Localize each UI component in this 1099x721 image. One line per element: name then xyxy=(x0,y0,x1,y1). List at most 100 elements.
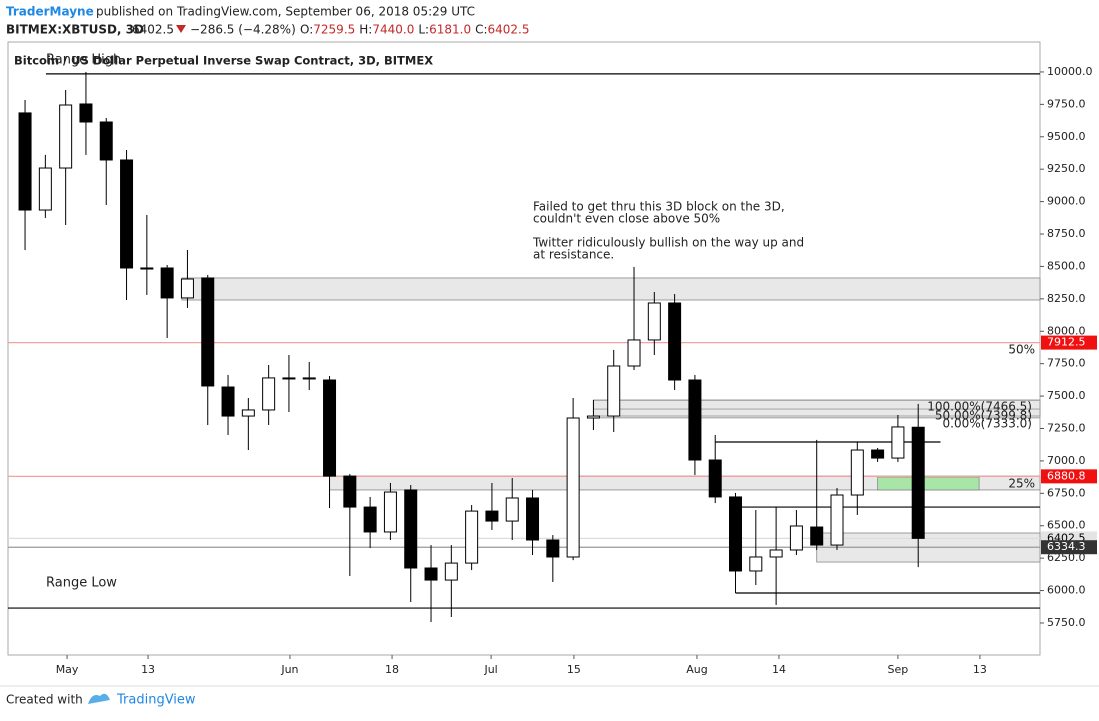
zone xyxy=(877,476,980,491)
fib-label: 100.00%(7466.5) xyxy=(927,400,1032,414)
candle-body xyxy=(343,475,357,508)
candle-body xyxy=(404,489,418,569)
price-tag-label: 7912.5 xyxy=(1047,336,1086,349)
price-tag-label: 6880.8 xyxy=(1047,469,1086,482)
candle-body xyxy=(566,417,580,558)
candle-body xyxy=(18,112,32,211)
y-tick-label: 7000.0 xyxy=(1047,454,1086,467)
range-low: Range Low xyxy=(46,576,117,591)
candle-body xyxy=(789,525,803,551)
published: published on TradingView.com, September … xyxy=(96,5,475,19)
candle-body xyxy=(160,267,174,299)
author[interactable]: TraderMayne xyxy=(6,5,94,19)
ohlc-label: H: xyxy=(359,23,372,37)
x-tick-label: May xyxy=(56,663,79,676)
candle-body xyxy=(688,379,702,461)
candle-body xyxy=(810,526,824,546)
candle-body xyxy=(526,497,540,541)
chart-title: Bitcoin / US Dollar Perpetual Inverse Sw… xyxy=(14,54,433,68)
candle-body xyxy=(729,496,743,572)
y-tick-label: 9500.0 xyxy=(1047,130,1086,143)
y-tick-label: 6000.0 xyxy=(1047,584,1086,597)
range-high: Range High xyxy=(46,53,121,68)
y-tick-label: 9750.0 xyxy=(1047,97,1086,110)
ohlc-value: 7259.5 xyxy=(313,23,355,37)
price-tag xyxy=(1041,469,1097,484)
candle-body xyxy=(59,104,73,169)
x-tick-label: 15 xyxy=(567,663,581,676)
candle-body xyxy=(586,415,600,419)
x-tick-label: 14 xyxy=(772,663,786,676)
candle-body xyxy=(465,510,479,564)
last-price: 6402.5 xyxy=(132,23,174,37)
candle-body xyxy=(607,365,621,417)
note-line: at resistance. xyxy=(533,248,614,262)
plot xyxy=(8,71,1041,623)
candle-body xyxy=(850,449,864,496)
candle-body xyxy=(180,278,194,299)
note: Failed to get thru this 3D block on the … xyxy=(532,200,804,262)
y-tick-label: 7250.0 xyxy=(1047,421,1086,434)
x-tick-label: Aug xyxy=(686,663,707,676)
y-tick-label: 8500.0 xyxy=(1047,259,1086,272)
fib-label: 50.00%(7399.8) xyxy=(935,409,1032,423)
plot-frame xyxy=(7,41,1041,656)
x-tick-label: Jun xyxy=(280,663,298,676)
price-tag-label: 6334.3 xyxy=(1047,540,1086,553)
ohlc-label: O: xyxy=(300,23,313,37)
candle-body xyxy=(79,103,93,123)
symbol: BITMEX:XBTUSD, 3D xyxy=(6,23,144,37)
change: −286.5 (−4.28%) xyxy=(190,23,296,37)
y-tick-label: 7750.0 xyxy=(1047,357,1086,370)
y-tick-label: 6250.0 xyxy=(1047,551,1086,564)
candle-body xyxy=(383,491,397,533)
candle-body xyxy=(282,377,296,380)
candle-body xyxy=(444,562,458,581)
price-tag xyxy=(1041,335,1097,350)
ohlc-value: 6402.5 xyxy=(488,23,530,37)
candle-body xyxy=(221,386,235,417)
candle-body xyxy=(911,426,925,539)
note-line: couldn't even close above 50% xyxy=(533,212,720,226)
candle-body xyxy=(647,302,661,341)
price-tag xyxy=(1041,540,1097,555)
y-tick-label: 8250.0 xyxy=(1047,292,1086,305)
pct-label: 50% xyxy=(1008,343,1035,357)
candle-body xyxy=(363,506,377,533)
x-tick-label: 18 xyxy=(385,663,399,676)
candle-body xyxy=(99,121,113,161)
candle-body xyxy=(424,567,438,581)
footer-brand[interactable]: TradingView xyxy=(116,693,196,708)
y-tick-label: 8000.0 xyxy=(1047,324,1086,337)
candle-body xyxy=(546,539,560,558)
x-tick-label: 13 xyxy=(973,663,987,676)
y-tick-label: 7500.0 xyxy=(1047,389,1086,402)
ohlc-value: 7440.0 xyxy=(372,23,414,37)
y-tick-label: 5750.0 xyxy=(1047,616,1086,629)
y-tick-label: 6500.0 xyxy=(1047,519,1086,532)
candle-body xyxy=(140,267,154,270)
candle-body xyxy=(830,494,844,546)
y-tick-label: 8750.0 xyxy=(1047,227,1086,240)
candle-body xyxy=(769,549,783,558)
candle-body xyxy=(749,556,763,572)
candle-body xyxy=(668,302,682,381)
pct-label: 25% xyxy=(1008,477,1035,491)
candle-body xyxy=(485,510,499,522)
ohlc-value: 6181.0 xyxy=(429,23,471,37)
x-tick-label: 13 xyxy=(141,663,155,676)
candle-body xyxy=(708,459,722,498)
candle-body xyxy=(323,379,337,477)
down-arrow xyxy=(176,25,186,33)
logo xyxy=(88,693,110,704)
candle-body xyxy=(201,277,215,387)
note-line: Twitter ridiculously bullish on the way … xyxy=(532,236,804,250)
candle-body xyxy=(302,377,316,380)
ohlc-label: C: xyxy=(475,23,487,37)
ohlc-label: L: xyxy=(418,23,429,37)
y-tick-label: 6750.0 xyxy=(1047,486,1086,499)
footer-created: Created with xyxy=(6,693,83,707)
candle-body xyxy=(120,159,134,269)
candle-body xyxy=(871,449,885,459)
